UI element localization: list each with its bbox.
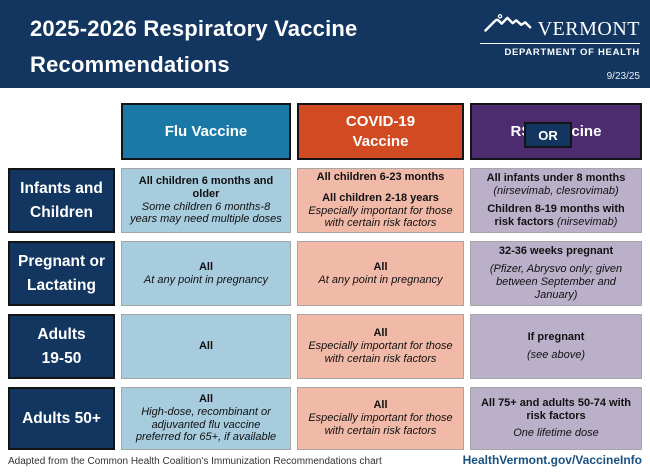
cell-adults50-rsv: All 75+ and adults 50-74 with risk facto… (470, 387, 642, 450)
vermont-logo-top: VERMONT (480, 13, 640, 40)
cell-bold-text: Children 8-19 months with risk factors (487, 203, 625, 228)
cell-bold-text: If pregnant (527, 331, 585, 344)
health-vermont-link[interactable]: HealthVermont.gov/VaccineInfo (462, 453, 642, 467)
column-header-flu: Flu Vaccine (121, 103, 291, 160)
cell-italic-text: (Pfizer, Abrysvo only; given between Sep… (489, 263, 623, 301)
publication-date: 9/23/25 (606, 71, 640, 82)
cell-italic-text: Especially important for those with cert… (308, 204, 453, 230)
cell-pregnant-rsv: 32-36 weeks pregnant (Pfizer, Abrysvo on… (470, 241, 642, 306)
header-bar: 2025-2026 Respiratory Vaccine Recommenda… (0, 0, 650, 88)
page-title-line1: 2025-2026 Respiratory Vaccine (30, 16, 358, 41)
vermont-logo: VERMONT DEPARTMENT OF HEALTH 9/23/25 (480, 13, 640, 82)
cell-bold-text: 32-36 weeks pregnant (498, 245, 614, 258)
cell-italic-text: One lifetime dose (513, 427, 599, 440)
row-header-adults-50plus: Adults 50+ (8, 387, 115, 450)
cell-italic-text: (see above) (526, 349, 586, 361)
cell-bold-text: All (373, 399, 388, 412)
column-header-covid: COVID-19 Vaccine (297, 103, 464, 160)
page-title-line2: Recommendations (30, 52, 230, 77)
cell-adults50-flu: All High-dose, recombinant or adjuvanted… (121, 387, 291, 450)
vermont-mountain-icon (483, 13, 535, 40)
cell-bold-text: All (373, 260, 388, 273)
logo-divider (480, 43, 640, 44)
cell-italic-text: High-dose, recombinant or adjuvanted flu… (135, 405, 277, 444)
cell-pregnant-covid: All At any point in pregnancy (297, 241, 464, 306)
cell-infants-covid: All children 6-23 months All children 2-… (297, 168, 464, 233)
cell-mixed-text: Children 8-19 months with risk factors (… (478, 203, 634, 229)
cell-bold-text: All children 2-18 years (322, 191, 439, 204)
cell-adults50-covid: All Especially important for those with … (297, 387, 464, 450)
cell-italic-text: At any point in pregnancy (318, 273, 443, 286)
cell-italic-text: (nirsevimab, clesrovimab) (493, 185, 619, 198)
row-header-infants-children: Infants and Children (8, 168, 115, 233)
cell-bold-text: All children 6-23 months (316, 170, 445, 183)
cell-adults1950-covid: All Especially important for those with … (297, 314, 464, 379)
cell-italic-text: At any point in pregnancy (143, 273, 269, 286)
footer: Adapted from the Common Health Coalition… (8, 453, 642, 467)
cell-adults1950-rsv: If pregnant (see above) (470, 314, 642, 379)
page-title: 2025-2026 Respiratory Vaccine Recommenda… (30, 11, 357, 83)
cell-italic-text: Especially important for those with cert… (308, 340, 453, 365)
cell-bold-text: All 75+ and adults 50-74 with risk facto… (480, 396, 632, 422)
cell-bold-text: All (198, 340, 214, 353)
or-badge: OR (524, 122, 572, 148)
source-attribution: Adapted from the Common Health Coalition… (8, 456, 382, 467)
cell-italic-text: Some children 6 months-8 years may need … (130, 200, 282, 226)
cell-bold-text: All (373, 327, 388, 340)
row-header-pregnant-lactating: Pregnant or Lactating (8, 241, 115, 306)
logo-org-name: VERMONT (537, 18, 640, 40)
cell-adults1950-flu: All (121, 314, 291, 379)
cell-infants-rsv: All infants under 8 months (nirsevimab, … (470, 168, 642, 233)
cell-bold-text: All infants under 8 months (486, 172, 626, 185)
corner-spacer (8, 103, 115, 160)
cell-italic-text: Especially important for those with cert… (308, 412, 453, 437)
row-header-adults-19-50: Adults 19-50 (8, 314, 115, 379)
cell-bold-text: All (198, 392, 214, 405)
cell-pregnant-flu: All At any point in pregnancy (121, 241, 291, 306)
cell-infants-flu: All children 6 months and older Some chi… (121, 168, 291, 233)
vaccine-table: Flu Vaccine COVID-19 Vaccine RSV Vaccine… (8, 103, 642, 450)
cell-italic-text: (nirsevimab) (556, 215, 618, 228)
cell-bold-text: All (198, 260, 214, 273)
cell-bold-text: All children 6 months and older (138, 174, 274, 200)
logo-dept-name: DEPARTMENT OF HEALTH (504, 47, 640, 58)
